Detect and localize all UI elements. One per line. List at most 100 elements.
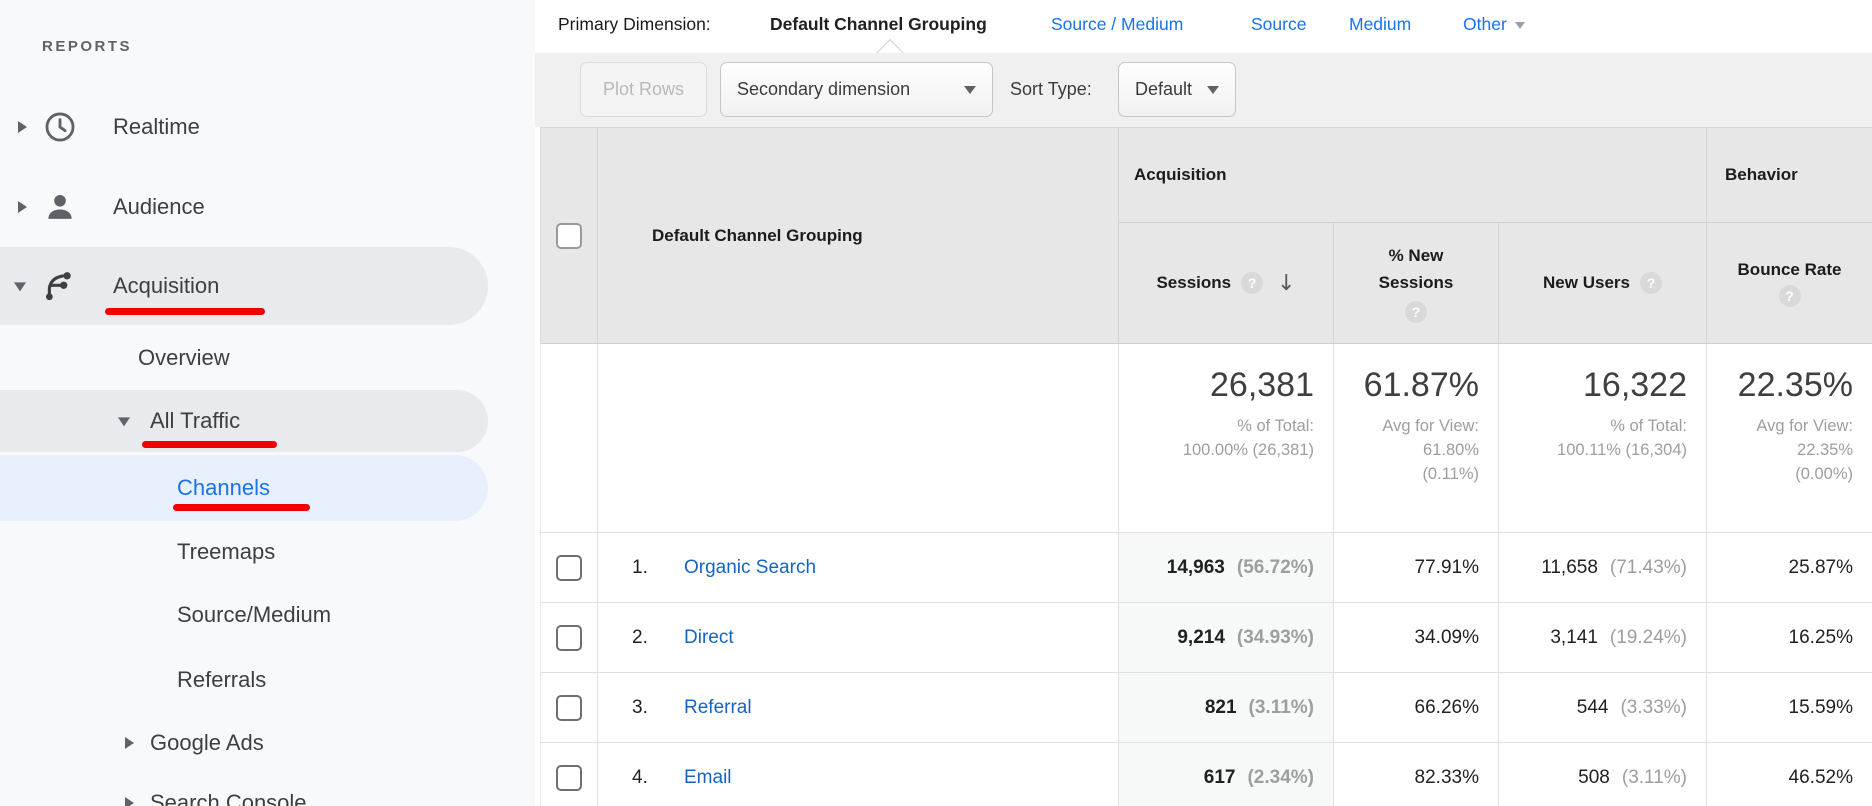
sidebar-item-label: Search Console: [150, 790, 307, 806]
column-header-new-users[interactable]: New Users ?: [1498, 223, 1706, 343]
bounce-rate-cell: 15.59%: [1706, 673, 1872, 742]
dimension-column-header[interactable]: Default Channel Grouping: [597, 128, 1118, 343]
sidebar-item-source-medium[interactable]: Source/Medium: [0, 582, 535, 648]
table-row: 3. Referral 821 (3.11%) 66.26% 544 (3.33…: [540, 673, 1872, 743]
column-header-bounce-rate[interactable]: Bounce Rate ?: [1706, 223, 1872, 343]
bounce-rate-value: 16.25%: [1788, 626, 1853, 648]
channel-cell: 2. Direct: [597, 603, 1118, 672]
group-header-acquisition: Acquisition: [1118, 128, 1706, 223]
row-checkbox[interactable]: [556, 694, 582, 721]
column-header-pct-new-sessions[interactable]: % New Sessions ?: [1333, 223, 1498, 343]
table-body: 1. Organic Search 14,963 (56.72%) 77.91%…: [540, 533, 1872, 806]
acquisition-share-icon: [45, 272, 71, 301]
pct-new-sessions-value: 77.91%: [1414, 556, 1479, 578]
row-number: 1.: [632, 556, 648, 578]
primary-dimension-link-source[interactable]: Source: [1251, 14, 1307, 34]
sessions-percent: (34.93%): [1236, 626, 1314, 648]
primary-dimension-selected[interactable]: Default Channel Grouping: [770, 14, 987, 34]
table-header: Default Channel Grouping Acquisition Beh…: [540, 127, 1872, 344]
sidebar-item-acquisition[interactable]: Acquisition: [0, 247, 535, 325]
row-checkbox-cell: [541, 533, 597, 602]
group-header-behavior: Behavior: [1706, 128, 1872, 223]
person-icon: [48, 194, 72, 219]
summary-empty-cell: [597, 344, 1118, 532]
sessions-cell: 14,963 (56.72%): [1118, 533, 1333, 602]
table-toolbar: Plot Rows Secondary dimension Sort Type:…: [535, 53, 1872, 127]
sidebar-item-overview[interactable]: Overview: [0, 325, 535, 391]
sort-type-label: Sort Type:: [1010, 79, 1092, 99]
row-checkbox[interactable]: [556, 624, 582, 651]
summary-sessions: 26,381 % of Total: 100.00% (26,381): [1118, 344, 1333, 532]
channel-link[interactable]: Referral: [684, 696, 752, 718]
sidebar-item-label: Audience: [113, 194, 205, 219]
sidebar-item-all-traffic[interactable]: All Traffic: [0, 390, 535, 452]
column-header-label: Sessions: [1156, 273, 1232, 292]
sidebar-item-google-ads[interactable]: Google Ads: [0, 710, 535, 776]
sessions-percent: (56.72%): [1236, 556, 1314, 578]
chevron-right-icon: [125, 737, 134, 749]
channel-link[interactable]: Organic Search: [684, 556, 817, 578]
table-summary-row: 26,381 % of Total: 100.00% (26,381) 61.8…: [540, 344, 1872, 533]
bounce-rate-cell: 25.87%: [1706, 533, 1872, 602]
row-checkbox[interactable]: [556, 554, 582, 581]
new-users-cell: 3,141 (19.24%): [1498, 603, 1706, 672]
new-users-percent: (3.33%): [1620, 696, 1687, 718]
column-header-sessions[interactable]: Sessions ? ↓: [1118, 223, 1333, 343]
help-icon[interactable]: ?: [1778, 284, 1801, 307]
help-icon[interactable]: ?: [1405, 300, 1427, 323]
bounce-rate-value: 25.87%: [1788, 556, 1853, 578]
summary-value: 61.87%: [1363, 366, 1479, 404]
summary-pct-new-sessions: 61.87% Avg for View: 61.80% (0.11%): [1333, 344, 1498, 532]
new-users-value: 508: [1578, 766, 1610, 788]
bounce-rate-value: 46.52%: [1788, 766, 1853, 788]
help-icon[interactable]: ?: [1241, 272, 1264, 294]
clock-icon: [45, 112, 75, 142]
primary-dimension-link-medium[interactable]: Medium: [1349, 14, 1412, 34]
row-checkbox[interactable]: [556, 764, 582, 791]
primary-dimension-link-source-medium[interactable]: Source / Medium: [1051, 14, 1184, 34]
sidebar-item-audience[interactable]: Audience: [0, 174, 535, 240]
channel-cell: 1. Organic Search: [597, 533, 1118, 602]
help-icon[interactable]: ?: [1639, 272, 1662, 294]
sidebar-item-realtime[interactable]: Realtime: [0, 94, 535, 160]
new-users-value: 11,658: [1541, 556, 1598, 578]
sidebar-item-label: Treemaps: [177, 539, 276, 564]
sidebar-item-label: Realtime: [113, 114, 200, 139]
new-users-cell: 508 (3.11%): [1498, 743, 1706, 806]
primary-dimension-link-other[interactable]: Other: [1463, 14, 1525, 35]
select-all-checkbox[interactable]: [556, 222, 582, 249]
sessions-cell: 9,214 (34.93%): [1118, 603, 1333, 672]
sort-descending-icon[interactable]: ↓: [1277, 270, 1296, 296]
pct-new-sessions-value: 82.33%: [1414, 766, 1479, 788]
sidebar-item-label: Google Ads: [150, 730, 264, 755]
sort-type-value: Default: [1135, 79, 1193, 99]
summary-value: 22.35%: [1737, 366, 1853, 404]
sidebar-item-treemaps[interactable]: Treemaps: [0, 519, 535, 585]
annotation-underline-all-traffic: [142, 441, 277, 448]
column-header-label: % New Sessions: [1378, 246, 1454, 292]
row-checkbox-cell: [541, 743, 597, 806]
selected-dimension-pointer: [873, 39, 907, 53]
chevron-down-icon: [14, 282, 26, 292]
channel-link[interactable]: Direct: [684, 626, 734, 648]
sort-type-dropdown[interactable]: Default: [1118, 62, 1236, 117]
bounce-rate-cell: 16.25%: [1706, 603, 1872, 672]
summary-empty-cell: [541, 344, 597, 532]
sessions-cell: 821 (3.11%): [1118, 673, 1333, 742]
plot-rows-button[interactable]: Plot Rows: [580, 62, 707, 117]
sidebar-item-channels[interactable]: Channels: [0, 455, 535, 521]
sidebar-item-label: All Traffic: [150, 408, 241, 433]
pct-new-sessions-value: 34.09%: [1414, 626, 1479, 648]
summary-value: 16,322: [1583, 366, 1687, 404]
bounce-rate-value: 15.59%: [1788, 696, 1853, 718]
sessions-percent: (2.34%): [1247, 766, 1314, 788]
sidebar-item-referrals[interactable]: Referrals: [0, 647, 535, 713]
sidebar: REPORTS Realtime Audience Acquisition Ov…: [0, 0, 535, 806]
channel-link[interactable]: Email: [684, 766, 732, 788]
column-header-label: Bounce Rate: [1737, 259, 1842, 279]
sidebar-item-search-console[interactable]: Search Console: [0, 770, 535, 806]
new-users-cell: 544 (3.33%): [1498, 673, 1706, 742]
secondary-dimension-button[interactable]: Secondary dimension: [720, 62, 993, 117]
chevron-down-icon: [964, 85, 976, 94]
primary-dimension-label: Primary Dimension:: [558, 14, 711, 34]
